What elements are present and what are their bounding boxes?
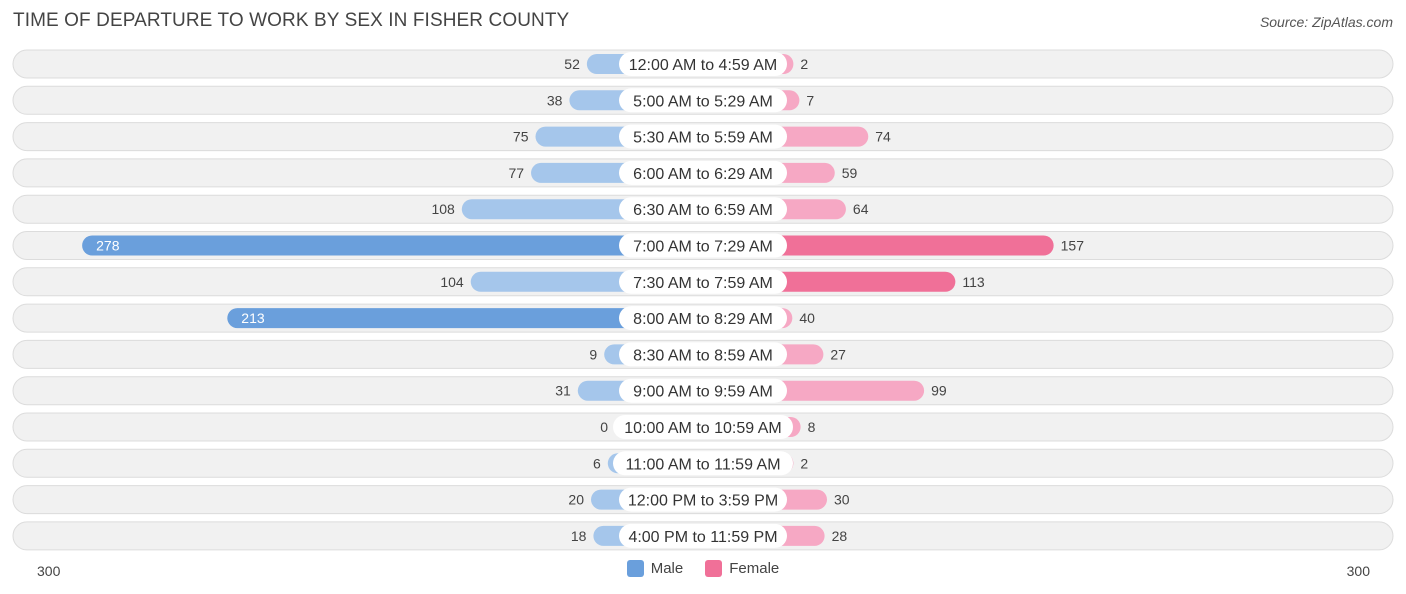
- value-label-female: 2: [800, 56, 808, 72]
- value-label-female: 7: [806, 92, 814, 108]
- value-label-female: 28: [832, 528, 848, 544]
- category-pill: [613, 415, 793, 439]
- value-label-female: 64: [853, 201, 869, 217]
- chart-area: 52 2 12:00 AM to 4:59 AM 38 7 5:00 AM to 5:29…: [12, 49, 1394, 551]
- value-label-male: 38: [547, 92, 563, 108]
- legend-label-female: Female: [729, 560, 780, 577]
- category-label: 12:00 PM to 3:59 PM: [628, 493, 778, 510]
- value-label-male: 104: [440, 274, 464, 290]
- category-label: 9:00 AM to 9:59 AM: [633, 384, 773, 401]
- value-label-male: 108: [431, 201, 455, 217]
- category-pill: [619, 342, 787, 367]
- value-label-male: 52: [564, 56, 580, 72]
- category-label: 8:30 AM to 8:59 AM: [633, 347, 773, 364]
- value-label-female: 157: [1061, 238, 1085, 254]
- value-label-female: 40: [799, 310, 815, 326]
- category-pill: [619, 487, 787, 512]
- legend: Male Female: [0, 560, 1406, 577]
- value-label-male: 9: [589, 346, 597, 362]
- value-label-male: 75: [513, 129, 529, 145]
- category-label: 8:00 AM to 8:29 AM: [633, 311, 773, 328]
- value-label-male: 77: [508, 165, 524, 181]
- category-pill: [619, 52, 787, 76]
- value-label-female: 27: [830, 346, 846, 362]
- category-pill: [619, 306, 787, 331]
- axis-right-label: 300: [1346, 563, 1370, 579]
- value-label-male: 0: [600, 419, 608, 435]
- axis-left-label: 300: [37, 563, 61, 579]
- category-pill: [619, 523, 787, 548]
- category-label: 6:30 AM to 6:59 AM: [633, 202, 773, 219]
- category-label: 7:30 AM to 7:59 AM: [633, 275, 773, 292]
- category-label: 5:00 AM to 5:29 AM: [633, 93, 773, 110]
- category-pill: [619, 124, 787, 149]
- category-label: 11:00 AM to 11:59 AM: [625, 456, 780, 473]
- value-label-male: 6: [593, 455, 601, 471]
- legend-swatch-female: [705, 560, 723, 577]
- category-pill: [613, 451, 793, 476]
- category-label: 10:00 AM to 10:59 AM: [624, 420, 781, 437]
- legend-item-female[interactable]: Female: [705, 560, 779, 577]
- category-pill: [619, 269, 787, 294]
- value-label-female: 113: [962, 274, 985, 290]
- legend-swatch-male: [626, 560, 644, 577]
- category-label: 6:00 AM to 6:29 AM: [633, 166, 773, 183]
- value-label-female: 59: [842, 165, 858, 181]
- value-label-male: 18: [571, 528, 587, 544]
- chart-title: TIME OF DEPARTURE TO WORK BY SEX IN FISH…: [13, 10, 570, 31]
- category-label: 5:30 AM to 5:59 AM: [633, 130, 773, 147]
- category-label: 7:00 AM to 7:29 AM: [633, 239, 773, 256]
- category-pill: [619, 233, 787, 258]
- value-label-female: 74: [875, 129, 891, 145]
- legend-label-male: Male: [650, 560, 684, 577]
- category-pill: [619, 378, 787, 403]
- category-pill: [619, 88, 787, 113]
- value-label-male: 213: [241, 310, 265, 326]
- category-pill: [619, 160, 787, 185]
- chart-source: Source: ZipAtlas.com: [1259, 14, 1393, 30]
- value-label-male: 278: [96, 238, 120, 254]
- bar-male: [227, 308, 704, 329]
- value-label-male: 20: [568, 492, 584, 508]
- bar-male: [82, 235, 704, 256]
- value-label-male: 31: [555, 383, 571, 399]
- category-label: 12:00 AM to 4:59 AM: [629, 57, 778, 74]
- bar-female: [703, 235, 1054, 256]
- value-label-female: 2: [800, 455, 808, 471]
- category-label: 4:00 PM to 11:59 PM: [628, 529, 777, 546]
- legend-item-male[interactable]: Male: [626, 560, 684, 577]
- value-label-female: 30: [834, 492, 850, 508]
- value-label-female: 8: [808, 419, 816, 435]
- value-label-female: 99: [931, 383, 947, 399]
- category-pill: [619, 197, 787, 222]
